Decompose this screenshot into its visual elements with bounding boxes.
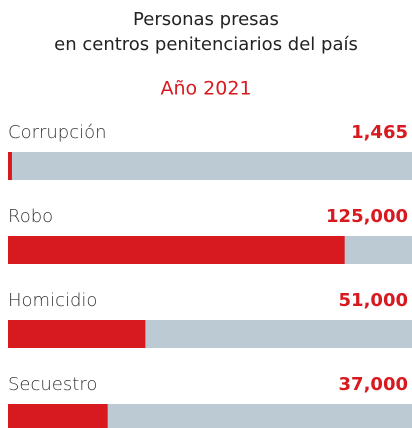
category-label: Corrupción xyxy=(8,122,107,143)
bar xyxy=(8,152,12,180)
value-label: 125,000 xyxy=(326,206,408,227)
category-label: Homicidio xyxy=(8,290,97,311)
bar xyxy=(8,404,108,428)
category-label: Robo xyxy=(8,206,53,227)
bar xyxy=(8,236,345,264)
category-label: Secuestro xyxy=(8,374,97,395)
chart-subtitle: Año 2021 xyxy=(160,78,251,100)
chart-title: en centros penitenciarios del país xyxy=(54,34,358,55)
chart-title: Personas presas xyxy=(133,9,279,30)
value-label: 37,000 xyxy=(339,374,408,395)
value-label: 1,465 xyxy=(351,122,408,143)
value-label: 51,000 xyxy=(339,290,408,311)
bar-track xyxy=(8,152,412,180)
bar xyxy=(8,320,146,348)
